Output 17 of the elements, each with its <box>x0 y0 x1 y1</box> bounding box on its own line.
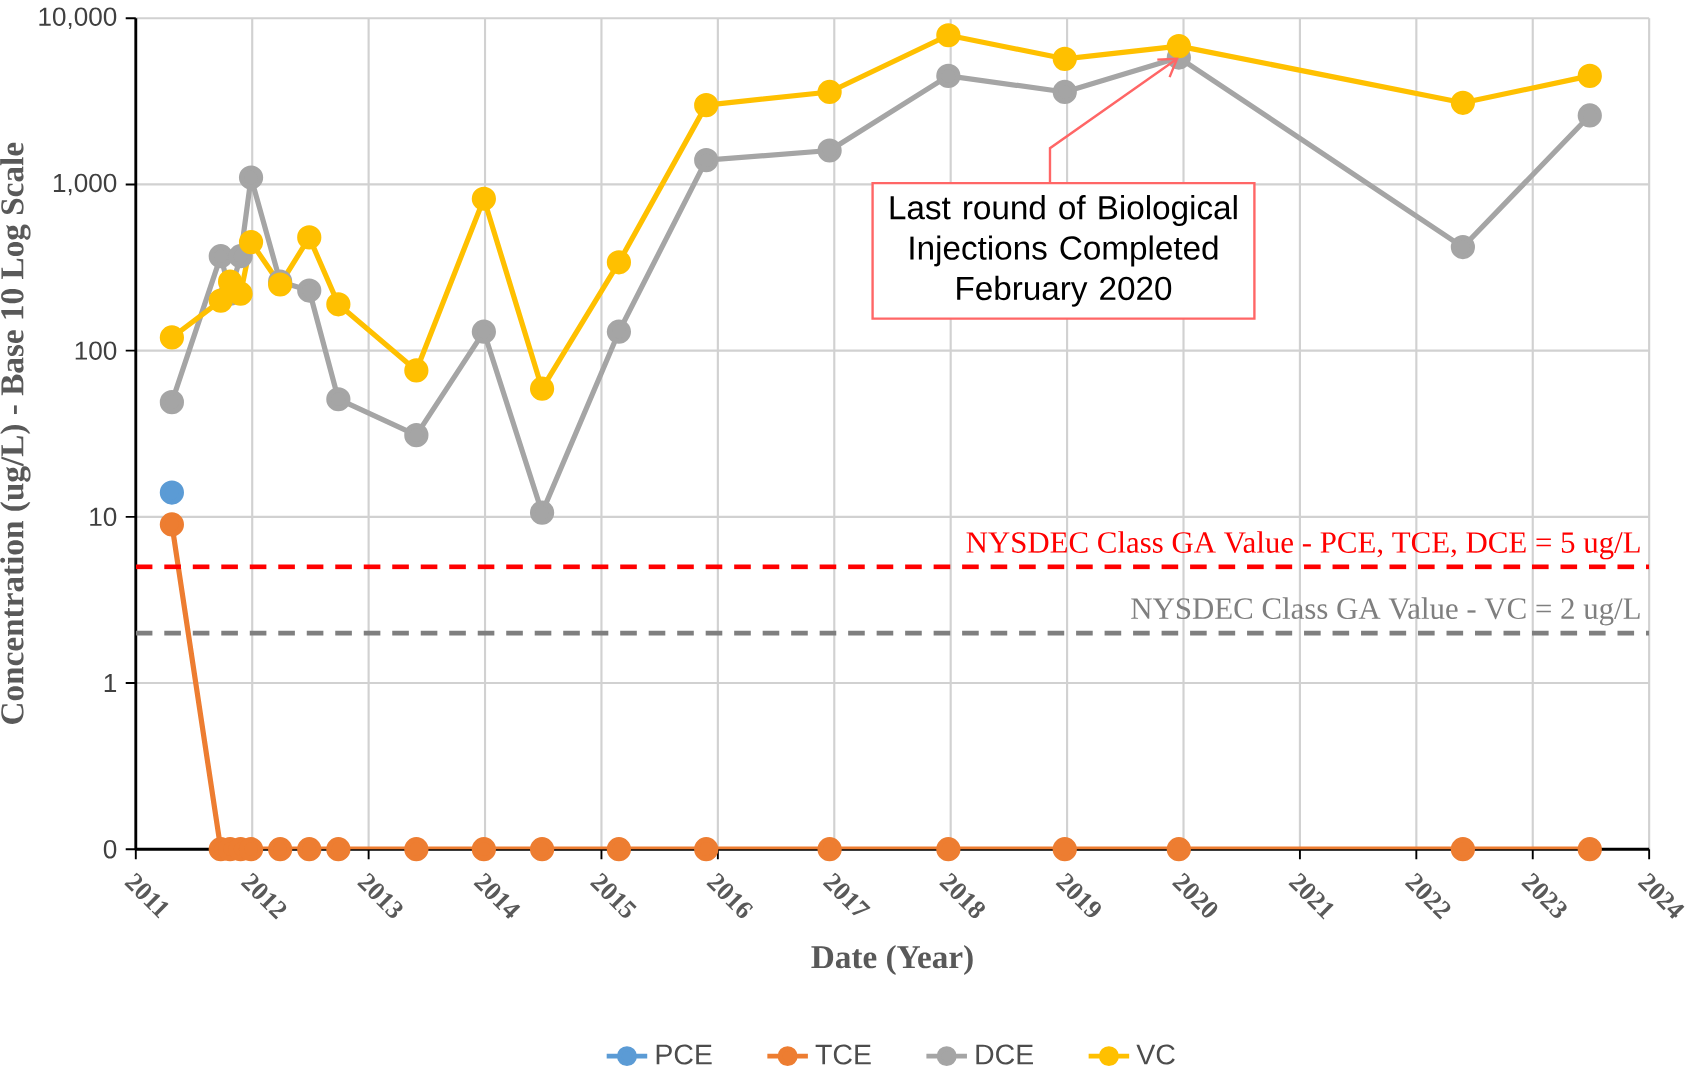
legend-label: TCE <box>815 1044 871 1065</box>
ref-line-label: NYSDEC Class GA Value - PCE, TCE, DCE = 5 ug/L <box>966 531 1640 560</box>
x-tick-label: 2019 <box>1055 872 1101 917</box>
y-tick-label: 10,000 <box>39 7 117 29</box>
y-tick-label: 0 <box>103 839 117 859</box>
annotation: Last round of Biological Injections Completed February 2020 <box>890 194 1237 307</box>
x-tick-label: 2017 <box>822 872 871 916</box>
ref-line-label: NYSDEC Class GA Value - VC = 2 ug/L <box>1131 597 1640 626</box>
y-tick-label: 1,000 <box>53 173 117 196</box>
legend-label: PCE <box>656 1044 712 1065</box>
x-axis-title: Date (Year) <box>811 944 973 976</box>
legend-label: DCE <box>976 1044 1033 1065</box>
y-tick-label: 10 <box>90 507 117 526</box>
y-tick-label: 100 <box>75 341 117 360</box>
legend-label: VC <box>1136 1044 1175 1065</box>
y-tick-label: 1 <box>104 673 117 692</box>
y-axis-title: Concentration (ug/L) - Base 10 Log Scale <box>0 142 31 724</box>
